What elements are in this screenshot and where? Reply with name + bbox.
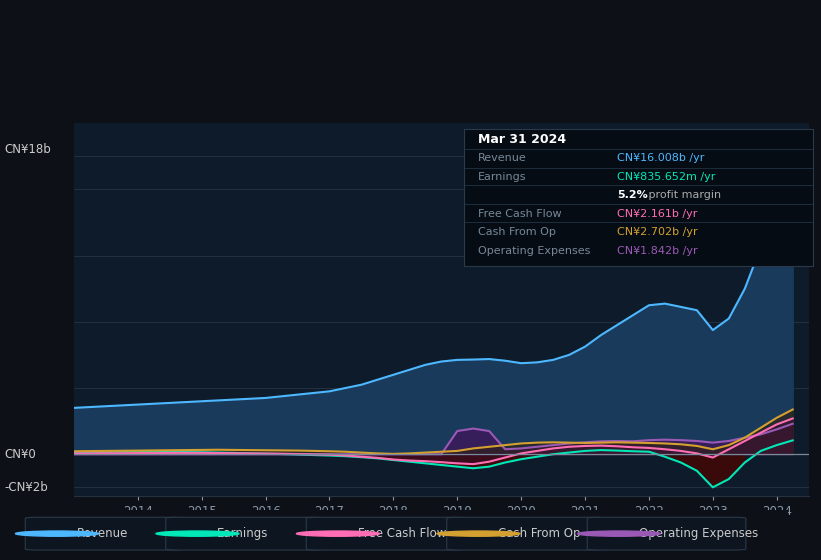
Text: CN¥1.842b /yr: CN¥1.842b /yr [617, 246, 698, 256]
FancyBboxPatch shape [306, 517, 465, 550]
FancyBboxPatch shape [447, 517, 605, 550]
Text: 5.2%: 5.2% [617, 190, 648, 200]
Text: Revenue: Revenue [478, 153, 526, 162]
Text: -CN¥2b: -CN¥2b [4, 481, 48, 494]
FancyBboxPatch shape [587, 517, 745, 550]
Text: CN¥2.161b /yr: CN¥2.161b /yr [617, 209, 698, 219]
Text: Operating Expenses: Operating Expenses [478, 246, 590, 256]
Text: Mar 31 2024: Mar 31 2024 [478, 133, 566, 146]
Circle shape [577, 531, 661, 536]
Text: CN¥18b: CN¥18b [4, 143, 51, 156]
Circle shape [437, 531, 520, 536]
Text: Earnings: Earnings [478, 172, 526, 182]
FancyBboxPatch shape [166, 517, 324, 550]
Text: CN¥835.652m /yr: CN¥835.652m /yr [617, 172, 716, 182]
Circle shape [16, 531, 99, 536]
Circle shape [296, 531, 379, 536]
Text: Earnings: Earnings [217, 527, 268, 540]
Text: profit margin: profit margin [645, 190, 722, 200]
FancyBboxPatch shape [25, 517, 184, 550]
Text: Free Cash Flow: Free Cash Flow [478, 209, 562, 219]
Text: CN¥16.008b /yr: CN¥16.008b /yr [617, 153, 704, 162]
Text: Free Cash Flow: Free Cash Flow [358, 527, 446, 540]
Text: Revenue: Revenue [76, 527, 128, 540]
Text: CN¥2.702b /yr: CN¥2.702b /yr [617, 227, 698, 237]
Text: Operating Expenses: Operating Expenses [639, 527, 758, 540]
Text: CN¥0: CN¥0 [4, 448, 36, 461]
Text: Cash From Op: Cash From Op [478, 227, 556, 237]
Circle shape [156, 531, 239, 536]
Text: Cash From Op: Cash From Op [498, 527, 580, 540]
